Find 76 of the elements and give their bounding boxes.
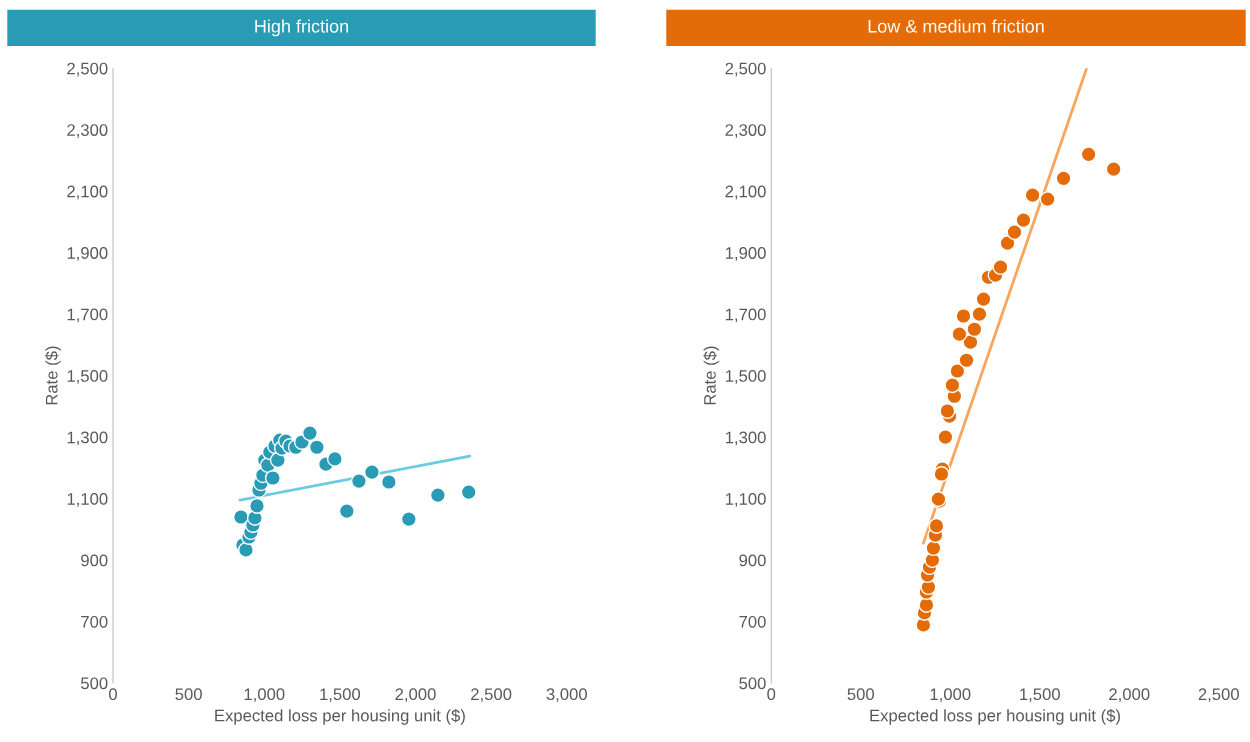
y-tick-label: 2,300 [67, 124, 108, 138]
point [350, 473, 367, 490]
y-tick-label: 1,100 [725, 492, 766, 507]
y-axis-title: Rate ($) [703, 346, 720, 405]
y-tick-label: 1,300 [725, 431, 766, 446]
y-tick-label: 700 [739, 615, 766, 628]
point [1105, 161, 1122, 178]
y-tick-label: 1,700 [67, 308, 108, 323]
point [460, 484, 477, 501]
point [949, 363, 966, 380]
y-tick-label: 1,700 [725, 308, 766, 323]
point [975, 291, 992, 308]
x-tick-label: 1,500 [320, 688, 361, 703]
point [363, 464, 380, 481]
point [1080, 146, 1097, 163]
point [338, 503, 355, 520]
point [429, 487, 446, 504]
x-tick-label: 1,000 [930, 688, 971, 703]
y-tick-label: 500 [739, 677, 766, 690]
y-tick-label: 2,300 [725, 124, 766, 138]
point [933, 466, 950, 482]
x-axis-title: Expected loss per housing unit ($) [215, 708, 465, 725]
y-tick-label: 1,900 [67, 247, 108, 261]
x-tick-label: 2,500 [1198, 688, 1239, 703]
point [955, 308, 972, 324]
point [1055, 170, 1072, 187]
y-tick-label: 1,300 [67, 431, 108, 446]
y-tick-label: 1,100 [67, 492, 108, 507]
point [944, 377, 961, 394]
point [951, 326, 968, 343]
point [1015, 212, 1032, 229]
x-tick-label: 500 [847, 688, 874, 701]
x-tick-label: 2,000 [395, 688, 436, 703]
x-tick-label: 1,500 [1020, 688, 1060, 703]
point [400, 511, 417, 528]
y-tick-label: 1,500 [67, 370, 108, 384]
x-tick-label: 0 [109, 688, 117, 701]
y-tick-label: 1,900 [725, 247, 766, 261]
y-tick-label: 2,500 [67, 62, 108, 77]
x-tick-label: 500 [175, 688, 202, 701]
y-tick-label: 2,100 [67, 185, 108, 200]
point [249, 497, 265, 514]
point [1006, 224, 1023, 241]
y-tick-label: 700 [81, 615, 108, 628]
point [992, 259, 1009, 276]
x-tick-label: 2,000 [1109, 688, 1150, 703]
point [999, 235, 1016, 252]
x-axis-title: Expected loss per housing unit ($) [870, 708, 1120, 725]
point [380, 474, 397, 490]
point [232, 509, 249, 526]
point [1024, 187, 1041, 204]
y-tick-label: 500 [81, 677, 108, 690]
y-tick-label: 1,500 [725, 370, 766, 384]
point [237, 541, 254, 558]
chart-title: Low & medium friction [868, 19, 1044, 33]
point [928, 517, 945, 534]
y-axis-title: Rate ($) [45, 346, 61, 405]
point [1039, 191, 1056, 208]
y-tick-label: 900 [81, 554, 108, 567]
point [971, 306, 988, 323]
point [966, 321, 983, 338]
y-tick-label: 900 [739, 554, 766, 567]
point [326, 450, 343, 467]
x-tick-label: 1,000 [244, 688, 285, 703]
y-tick-label: 2,100 [725, 185, 766, 200]
chart-title: High friction [255, 19, 348, 37]
x-tick-label: 3,000 [546, 688, 587, 703]
y-tick-label: 2,500 [725, 62, 766, 77]
point [937, 429, 954, 446]
point [301, 425, 318, 442]
x-tick-label: 2,500 [471, 688, 512, 703]
point [958, 352, 975, 369]
x-tick-label: 0 [767, 688, 776, 701]
point [308, 439, 325, 456]
point [939, 403, 956, 419]
point [264, 470, 281, 486]
